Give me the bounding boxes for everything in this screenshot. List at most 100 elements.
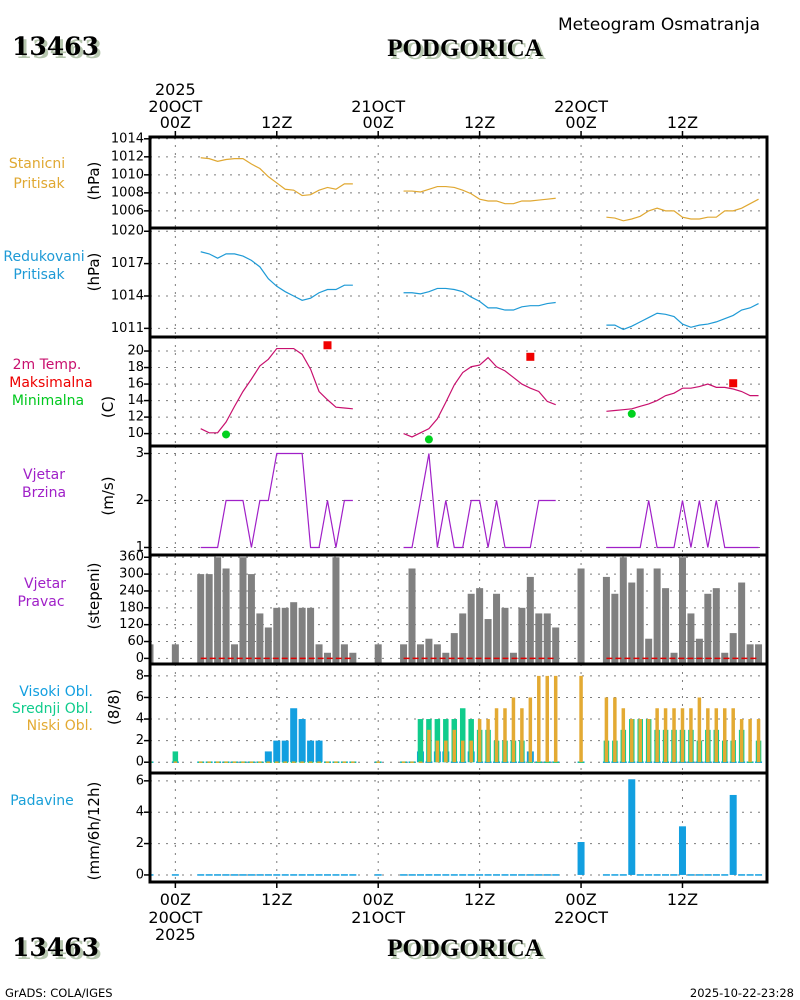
panel-title-line: Vjetar — [24, 576, 66, 592]
wind-direction-bar — [755, 644, 763, 664]
precipitation-zero-mark — [501, 874, 509, 876]
low-clouds-bar — [613, 697, 617, 763]
panel-title-line: Brzina — [22, 485, 66, 501]
precipitation-panel: 6 4 2 0 Padavine (mm/6h/12h) — [10, 773, 767, 882]
y-axis-unit-label: (hPa) — [85, 162, 103, 201]
low-clouds-zero-mark — [275, 761, 279, 763]
precipitation-zero-mark — [695, 874, 703, 876]
low-clouds-bar — [689, 708, 693, 763]
y-tick-label: 20 — [127, 344, 144, 359]
clouds-marks — [150, 675, 763, 763]
precipitation-zero-mark — [340, 874, 348, 876]
panel-title-line: Niski Obl. — [27, 718, 93, 734]
wind-direction-bar — [332, 557, 340, 664]
precipitation-zero-mark — [222, 874, 230, 876]
low-clouds-bar — [680, 708, 685, 763]
y-tick-label: 4 — [136, 805, 144, 820]
footer-station-name-shadow: PODGORICA — [390, 938, 546, 965]
reduced-pressure-marks — [200, 251, 759, 331]
plot-border — [148, 135, 769, 884]
wind-direction-bar — [493, 593, 501, 664]
station-id: 13463 — [12, 32, 99, 61]
panel-title-line: Minimalna — [12, 393, 84, 409]
high-clouds-bar — [281, 740, 289, 763]
station-pressure-line — [403, 185, 556, 205]
low-clouds-bar — [621, 708, 626, 763]
bottom-date-label: 20OCT — [148, 908, 202, 927]
wind-direction-bar — [400, 644, 408, 664]
y-tick-label: 1014 — [111, 131, 144, 146]
wind-direction-bar — [552, 627, 560, 664]
y-tick-label: 0 — [136, 867, 144, 882]
low-clouds-bar — [444, 740, 448, 763]
wind-direction-bar — [628, 582, 636, 664]
wind-direction-bar — [526, 576, 534, 664]
precipitation-zero-mark — [256, 874, 264, 876]
wind-direction-bar — [433, 644, 441, 664]
wind-direction-bar — [653, 568, 661, 664]
precipitation-zero-mark — [484, 874, 492, 876]
precipitation-zero-mark — [374, 874, 382, 876]
y-tick-label: 300 — [119, 567, 144, 582]
wind-direction-bar — [611, 593, 619, 664]
header: 13463 13463 PODGORICA PODGORICA Meteogra… — [12, 15, 760, 65]
mid-clouds-zero-mark — [544, 761, 550, 763]
precipitation-zero-mark — [602, 874, 610, 876]
y-tick-label: 1 — [136, 540, 144, 555]
reduced-pressure-line — [200, 251, 353, 301]
wind-direction-bar — [273, 607, 281, 664]
precipitation-zero-mark — [662, 874, 670, 876]
wind-direction-bar — [704, 593, 712, 664]
precipitation-zero-mark — [712, 874, 720, 876]
top-time-label: 12Z — [667, 113, 698, 132]
bottom-time-label: 00Z — [363, 890, 394, 909]
low-clouds-zero-mark — [215, 761, 220, 763]
high-clouds-zero-mark — [662, 761, 670, 763]
wind-direction-bar — [256, 613, 264, 664]
station-id-shadow: 13463 — [15, 35, 102, 64]
mid-clouds-zero-mark — [578, 761, 584, 763]
wind-direction-bar — [442, 652, 450, 664]
low-clouds-zero-mark — [258, 761, 262, 763]
precipitation-zero-mark — [518, 874, 526, 876]
wind-direction-bar — [645, 638, 653, 664]
precipitation-zero-mark — [450, 874, 458, 876]
wind-direction-bar — [636, 568, 644, 664]
precipitation-zero-mark — [687, 874, 695, 876]
chart-title: Meteogram Osmatranja — [558, 15, 760, 35]
wind-direction-bar — [535, 613, 543, 664]
bottom-time-label: 12Z — [667, 890, 698, 909]
precipitation-zero-mark — [307, 874, 315, 876]
precipitation-zero-mark — [746, 874, 754, 876]
mid-clouds-zero-mark — [552, 761, 559, 763]
reduced-pressure-line — [403, 287, 556, 311]
wind-direction-bar — [662, 588, 670, 664]
wind-direction-bar — [315, 644, 323, 664]
low-clouds-zero-mark — [232, 761, 237, 763]
station-name: PODGORICA — [387, 35, 543, 62]
max-temperature-marker — [526, 352, 535, 361]
temperature-2m-line — [200, 347, 353, 434]
bottom-time-label: 12Z — [261, 890, 292, 909]
top-time-label: 12Z — [261, 113, 292, 132]
panel-title-line: Vjetar — [23, 467, 65, 483]
footer-station-id: 13463 — [12, 933, 99, 962]
precipitation-zero-mark — [214, 874, 222, 876]
wind-direction-bar — [695, 638, 703, 664]
wind-direction-bar — [687, 613, 695, 664]
high-clouds-bar — [273, 740, 281, 763]
high-clouds-zero-mark — [704, 761, 712, 763]
precipitation-zero-mark — [611, 874, 619, 876]
precipitation-zero-mark — [231, 874, 239, 876]
wind-direction-bar — [577, 568, 585, 664]
wind-direction-bar — [678, 557, 686, 664]
wind-direction-bar — [374, 644, 382, 664]
y-tick-label: 1014 — [111, 288, 144, 303]
low-clouds-bar — [537, 675, 541, 763]
wind-direction-bar — [231, 644, 239, 664]
wind-direction-bar — [205, 574, 213, 664]
y-axis-unit-label: (stepeni) — [85, 562, 103, 629]
precipitation-zero-mark — [273, 874, 281, 876]
